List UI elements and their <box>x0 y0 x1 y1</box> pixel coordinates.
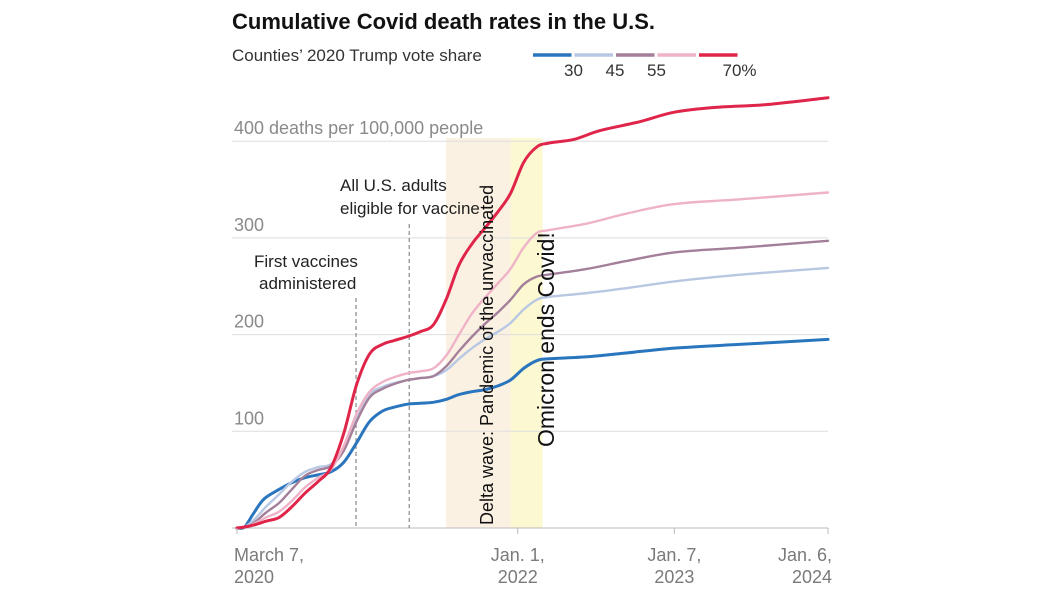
x-tick-label: Jan. 6, <box>778 545 832 565</box>
legend-label: 30 <box>564 61 583 80</box>
band-omicron <box>510 138 543 528</box>
series-line-3 <box>235 191 830 530</box>
y-tick-label: 300 <box>234 215 264 235</box>
y-tick-label: 400 deaths per 100,000 people <box>234 118 483 138</box>
x-tick-label: 2020 <box>234 567 274 587</box>
annotation-omicron: Omicron ends Covid! <box>533 232 559 447</box>
x-tick-label: Jan. 1, <box>491 545 545 565</box>
band-delta-wave <box>445 138 511 528</box>
series-line-4 <box>235 96 830 530</box>
legend-label: 45 <box>606 61 625 80</box>
y-tick-label: 200 <box>234 312 264 332</box>
chart-title: Cumulative Covid death rates in the U.S. <box>232 9 655 34</box>
x-tick-label: 2024 <box>792 567 832 587</box>
series-line-2 <box>235 239 830 530</box>
legend: 30 45 55 70% <box>533 53 757 80</box>
annotation-first-vaccines-line1: First vaccines <box>254 252 358 271</box>
annotation-all-adults-line2: eligible for vaccine <box>340 199 480 218</box>
x-axis: March 7,2020 Jan. 1,2022 Jan. 7,2023 Jan. 6… <box>234 528 832 587</box>
annotation-all-adults-line1: All U.S. adults <box>340 176 447 195</box>
annotation-first-vaccines-line2: administered <box>259 274 356 293</box>
x-tick-label: March 7, <box>234 545 304 565</box>
x-tick-label: 2022 <box>498 567 538 587</box>
series-lines <box>235 96 830 530</box>
annotation-delta-wave: Delta wave: Pandemic of the unvaccinated <box>477 185 497 525</box>
x-tick-label: Jan. 7, <box>647 545 701 565</box>
x-tick-label: 2023 <box>654 567 694 587</box>
legend-label: 70% <box>722 61 756 80</box>
y-tick-label: 100 <box>234 408 264 428</box>
chart-subtitle: Counties’ 2020 Trump vote share <box>232 46 482 65</box>
period-bands <box>445 138 543 528</box>
legend-label: 55 <box>647 61 666 80</box>
y-axis: 100 200 300 400 deaths per 100,000 people <box>234 118 483 428</box>
